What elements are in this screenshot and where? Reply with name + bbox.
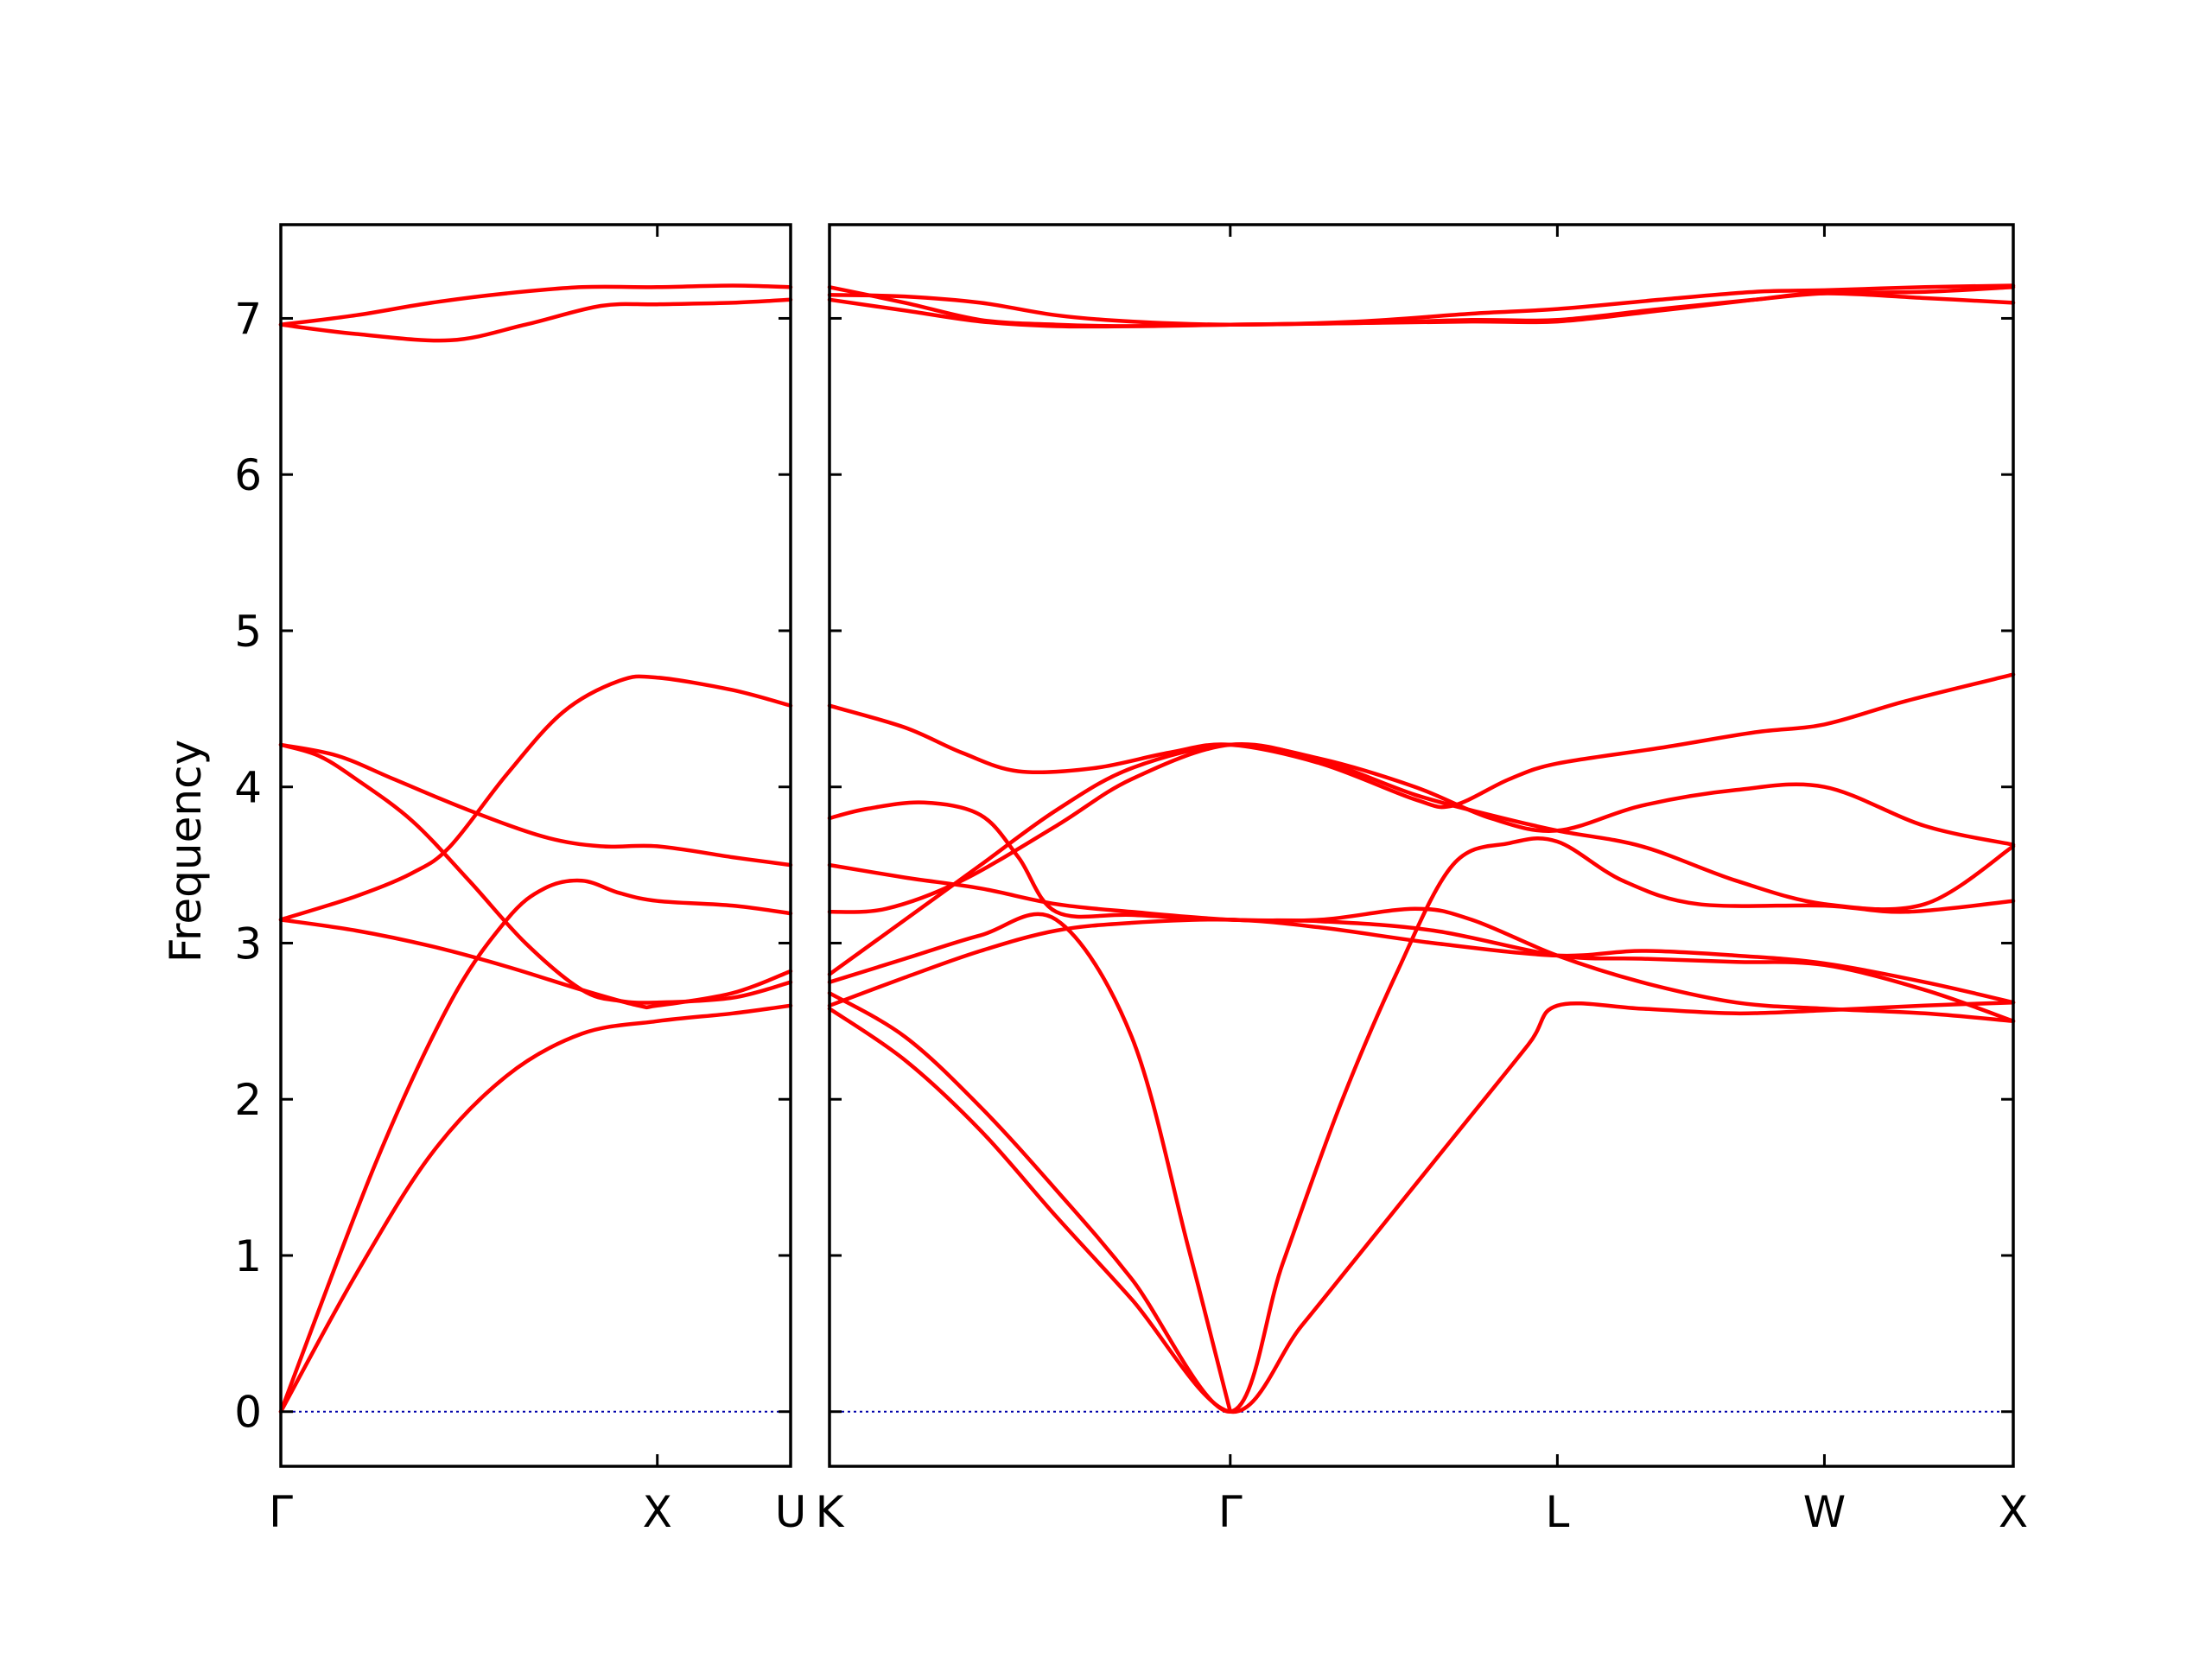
band-line-3	[827, 912, 1233, 1414]
x-tick-label-2: X	[643, 1487, 672, 1537]
y-tick-label: 2	[234, 1075, 262, 1125]
panels-layer: 0 1 2 3 4 5 6 7 Γ X U K Γ L W X	[234, 223, 2028, 1537]
y-tick-label: 0	[234, 1388, 262, 1438]
band-line-7	[278, 283, 793, 327]
y-tick-label: 4	[234, 763, 262, 813]
band-line-8	[278, 297, 793, 343]
band-line-12	[827, 285, 2016, 329]
panel-1: 0 1 2 3 4 5 6 7 Γ X U	[234, 223, 807, 1537]
bands-group	[278, 283, 793, 1414]
bands-group	[827, 283, 2016, 1414]
x-tick-label-5: X	[1999, 1487, 2028, 1537]
band-line-7	[827, 742, 2016, 976]
band-line-3	[278, 674, 793, 922]
band-line-2	[827, 836, 2016, 1414]
band-line-6	[827, 742, 2016, 914]
x-tick-label-1: K	[816, 1487, 845, 1537]
x-tick-label-2: Γ	[1218, 1487, 1243, 1537]
panel-frame	[828, 223, 2015, 1468]
band-line-8	[827, 862, 2016, 1024]
x-tick-label-4: W	[1803, 1487, 1846, 1537]
y-tick-label: 3	[234, 918, 262, 969]
band-line-1	[827, 1000, 2016, 1414]
y-tick-label: 6	[234, 450, 262, 500]
y-tick-label: 5	[234, 607, 262, 657]
x-tick-label-1: Γ	[269, 1487, 293, 1537]
band-line-2	[278, 1003, 793, 1414]
band-line-5	[827, 800, 2016, 1024]
x-tick-label-3: L	[1545, 1487, 1569, 1537]
band-line-5	[278, 742, 793, 868]
y-tick-label: 7	[234, 294, 262, 344]
band-line-11	[827, 283, 2016, 327]
band-line-1	[278, 878, 793, 1414]
band-line-6	[278, 918, 793, 1010]
panel-frame	[279, 223, 792, 1468]
x-tick-label-3: U	[775, 1487, 807, 1537]
y-axis-label: Frequency	[161, 740, 211, 963]
y-tick-label: 1	[234, 1231, 262, 1281]
band-line-9	[827, 672, 2016, 810]
